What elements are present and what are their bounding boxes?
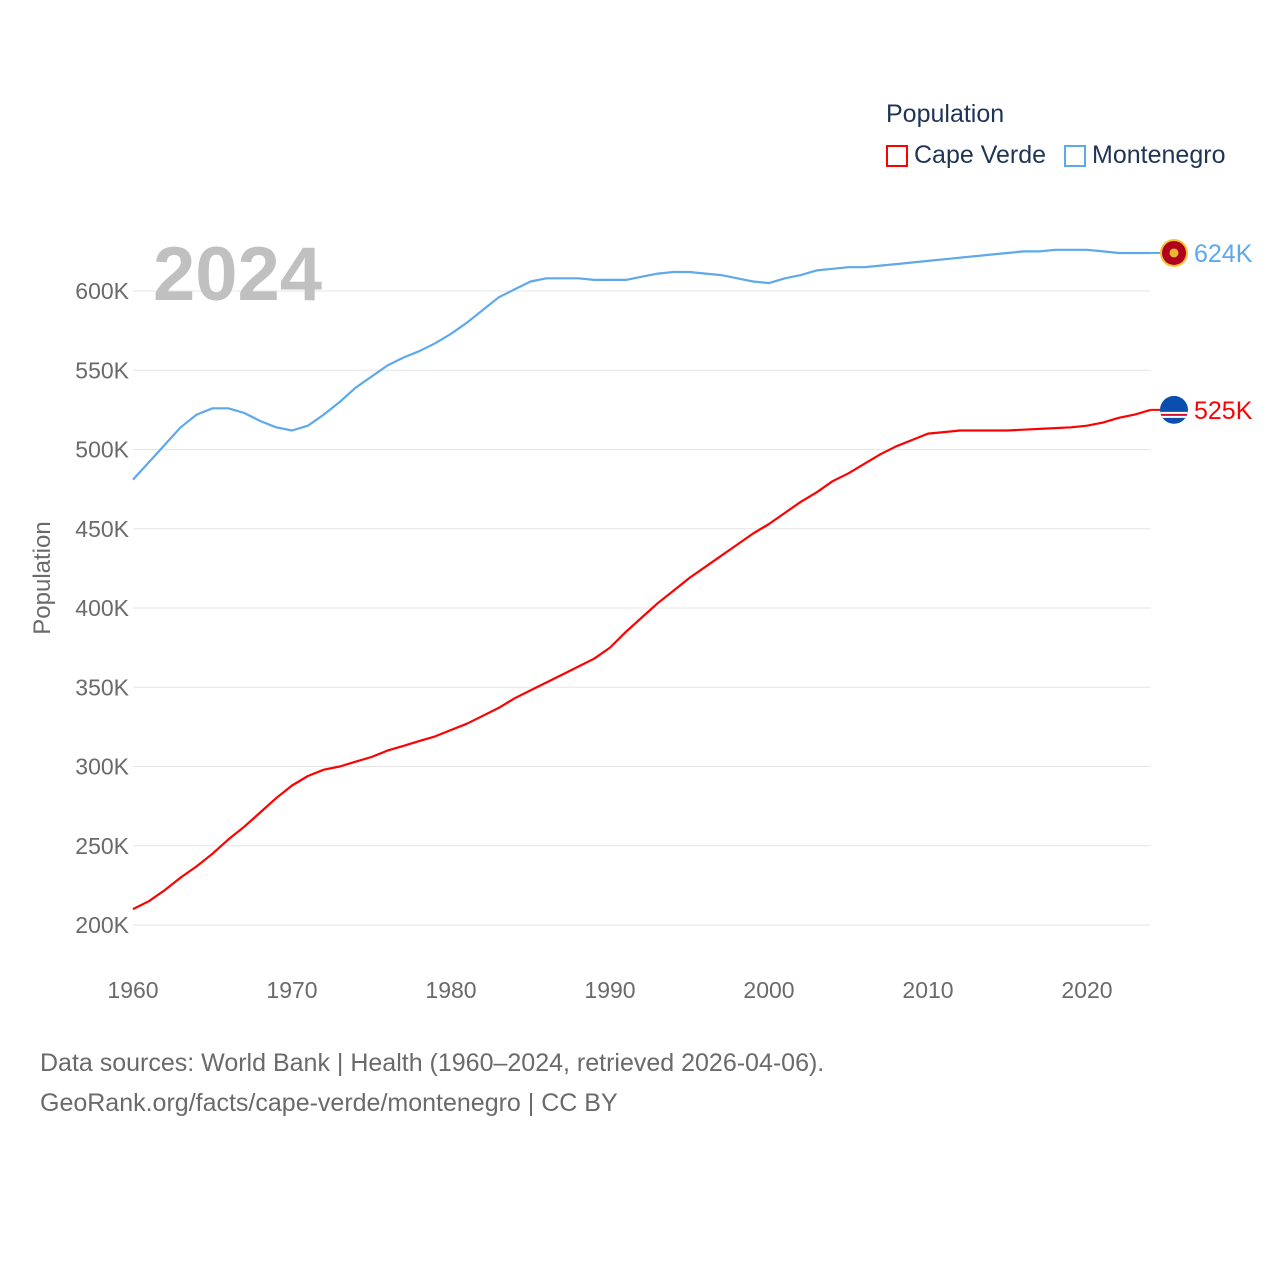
flag-stripe-red: [1160, 413, 1188, 416]
data-sources-text: Data sources: World Bank | Health (1960–…: [40, 1049, 825, 1077]
legend-swatch-cape-verde: [886, 144, 908, 167]
legend-title: Population: [886, 100, 1005, 128]
footer: Data sources: World Bank | Health (1960–…: [40, 1043, 824, 1123]
y-tick-label: 200K: [75, 912, 129, 938]
montenegro-flag-icon: [1160, 238, 1188, 267]
legend-item-montenegro[interactable]: Montenegro: [1064, 141, 1225, 170]
x-axis-ticks: 1960 1970 1980 1990 2000 2010 2020: [107, 977, 1112, 1003]
flag-emblem: [1169, 248, 1179, 258]
gridlines: [133, 290, 1151, 926]
x-tick-label: 1960: [107, 977, 158, 1003]
x-tick-label: 2020: [1061, 977, 1112, 1003]
y-tick-label: 350K: [75, 674, 129, 700]
source-link[interactable]: GeoRank.org/facts/cape-verde/montenegro …: [40, 1089, 618, 1117]
y-tick-label: 300K: [75, 754, 129, 780]
flag-field: [1160, 395, 1188, 424]
legend-swatch-montenegro: [1064, 144, 1087, 167]
series-lines: [132, 248, 1151, 911]
y-axis-ticks: 200K 250K 300K 350K 400K 450K 500K 550K 600K: [75, 278, 129, 938]
flag-body: [1160, 395, 1188, 424]
end-value-label: 525K: [1194, 397, 1253, 425]
x-tick-label: 1990: [584, 977, 635, 1003]
x-tick-label: 1970: [266, 977, 317, 1003]
x-tick-label: 2000: [743, 977, 794, 1003]
y-tick-label: 250K: [75, 833, 129, 859]
y-axis-label: Population: [29, 521, 56, 634]
legend: Population Cape Verde Montenegro: [886, 100, 1225, 170]
series-line-cape-verde: [132, 408, 1151, 911]
legend-label: Montenegro: [1092, 141, 1226, 169]
cape-verde-flag-icon: [1160, 395, 1188, 424]
y-tick-label: 600K: [75, 278, 129, 304]
legend-label: Cape Verde: [914, 141, 1047, 169]
x-tick-label: 2010: [902, 977, 953, 1003]
y-tick-label: 450K: [75, 516, 129, 542]
big-year-label: 2024: [153, 232, 322, 317]
y-tick-label: 400K: [75, 595, 129, 621]
y-tick-label: 500K: [75, 437, 129, 463]
end-value-label: 624K: [1194, 240, 1253, 268]
end-labels: 525K 624K: [1150, 238, 1253, 425]
legend-item-cape-verde[interactable]: Cape Verde: [886, 141, 1046, 170]
x-tick-label: 1980: [425, 977, 476, 1003]
series-line-montenegro: [132, 248, 1151, 481]
y-tick-label: 550K: [75, 357, 129, 383]
